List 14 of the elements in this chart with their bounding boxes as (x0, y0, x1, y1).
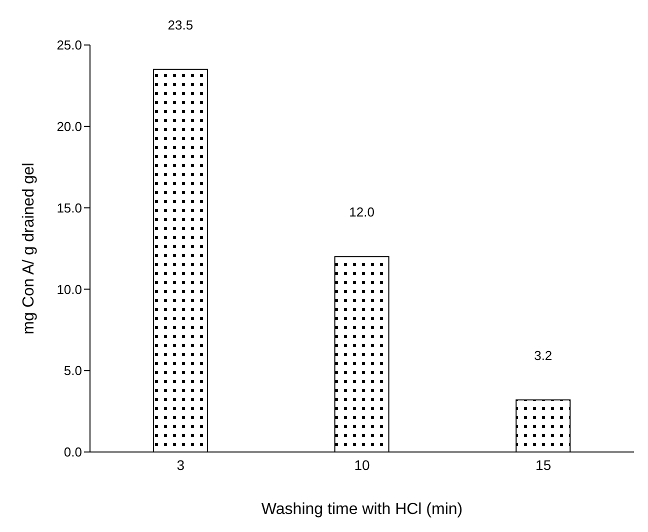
y-tick-label: 20.0 (56, 119, 82, 134)
y-tick-label: 15.0 (56, 200, 82, 216)
y-tick-label: 10.0 (56, 282, 82, 297)
x-tick-label: 15 (536, 456, 552, 473)
data-label: 3.2 (534, 348, 552, 363)
y-tick-label: 5.0 (64, 363, 82, 378)
y-tick-label: 25.0 (56, 38, 82, 53)
x-axis-title: Washing time with HCl (min) (261, 501, 463, 518)
x-tick-label: 10 (354, 456, 370, 473)
y-axis-title: mg Con A/ g drained gel (20, 162, 38, 334)
y-tick-label: 0.0 (64, 444, 82, 460)
data-label: 23.5 (168, 17, 194, 32)
data-label: 12.0 (349, 204, 374, 220)
x-tick-label: 3 (176, 456, 185, 473)
